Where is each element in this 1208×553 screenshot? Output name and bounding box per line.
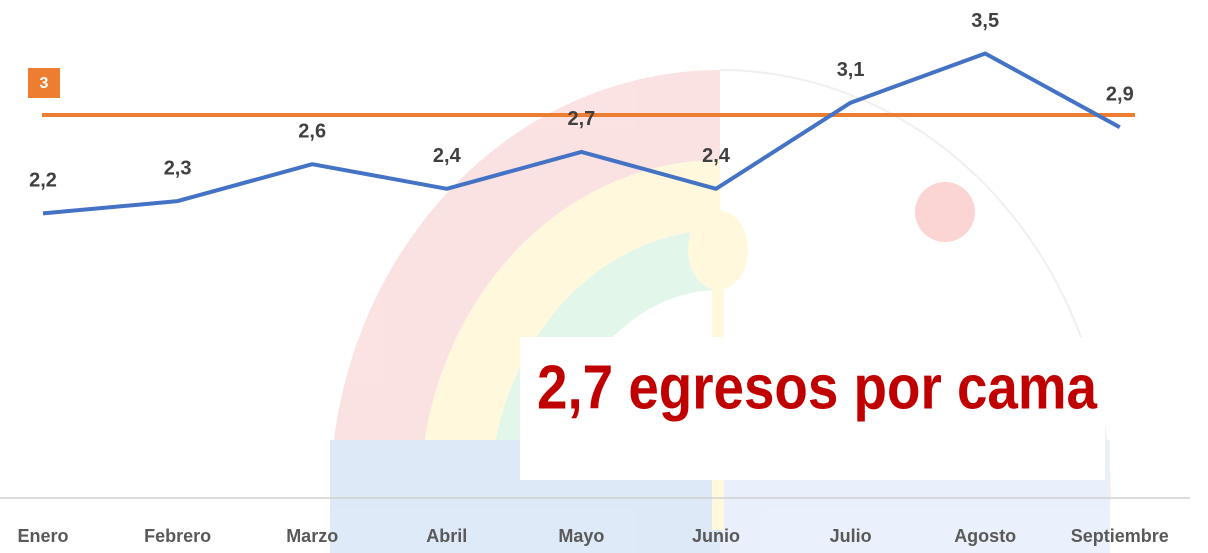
x-tick-label: Agosto: [954, 526, 1016, 546]
x-tick-label: Marzo: [286, 526, 338, 546]
data-label: 3,5: [971, 10, 999, 32]
data-label: 2,4: [433, 145, 462, 167]
x-tick-label: Junio: [692, 526, 740, 546]
x-tick-label: Enero: [17, 526, 68, 546]
data-label: 2,4: [702, 145, 731, 167]
data-label: 2,7: [567, 108, 595, 130]
x-tick-label: Abril: [426, 526, 467, 546]
x-tick-label: Febrero: [144, 526, 211, 546]
reference-label: 3: [40, 75, 49, 92]
data-label: 2,6: [298, 120, 326, 142]
x-tick-label: Julio: [830, 526, 872, 546]
annotation: 2,7 egresos por cama: [537, 353, 1097, 422]
x-tick-label: Mayo: [558, 526, 604, 546]
data-label: 2,3: [164, 157, 192, 179]
data-label: 3,1: [837, 59, 865, 81]
x-tick-label: Septiembre: [1071, 526, 1169, 546]
chart: 3 2,2 2,3 2,6 2,4 2,7 2,4 3,1 3,5 2,9 2,7 egresos…: [0, 0, 1208, 553]
data-label: 2,9: [1106, 84, 1134, 106]
watermark: [330, 70, 1110, 553]
data-label: 2,2: [29, 170, 57, 192]
